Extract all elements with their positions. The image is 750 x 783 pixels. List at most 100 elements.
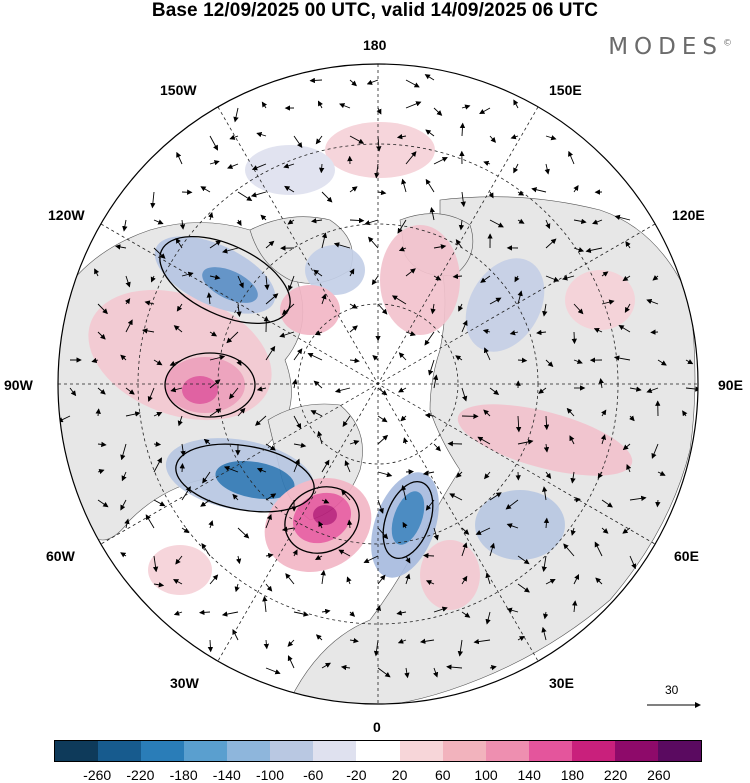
wind-vector (484, 347, 491, 361)
brand-logo: MODES© (608, 34, 732, 60)
wind-vector (181, 271, 194, 277)
wind-vector (562, 275, 575, 281)
wind-vector (153, 582, 165, 588)
wind-vector (208, 520, 214, 529)
wind-vector (314, 330, 323, 336)
lon-label-120w: 120W (48, 207, 85, 223)
wind-vector (173, 325, 183, 333)
wind-vector (376, 107, 382, 115)
wind-vector (377, 303, 388, 315)
wind-vector (279, 331, 295, 338)
wind-vector (593, 328, 603, 333)
wind-vector (349, 357, 360, 364)
wind-vector (264, 275, 270, 291)
wind-vector (545, 135, 557, 141)
wind-vector (97, 441, 107, 448)
wind-vector (256, 132, 267, 138)
wind-vector (506, 523, 519, 529)
wind-vector (544, 163, 550, 175)
wind-vector (281, 303, 295, 316)
wind-vector (489, 135, 496, 143)
wind-vector (287, 655, 295, 669)
wind-vector (517, 218, 525, 224)
colorbar-swatch (442, 741, 486, 761)
wind-vector (685, 359, 694, 365)
wind-vector (293, 611, 309, 617)
wind-vector (227, 163, 239, 169)
wind-vector (545, 471, 552, 479)
wind-vector (115, 244, 127, 250)
wind-vector (484, 471, 491, 480)
wind-vector (655, 499, 661, 508)
wind-vector (321, 498, 330, 504)
wind-vector (125, 319, 133, 333)
wind-vector (482, 328, 491, 335)
wind-vector (595, 577, 603, 585)
wind-vector (293, 135, 303, 149)
wind-vector (461, 319, 468, 333)
wind-vector (629, 555, 637, 570)
wind-vector (433, 443, 441, 452)
wind-vector (461, 542, 468, 557)
wind-vector (402, 521, 408, 529)
wind-vector (251, 163, 267, 171)
wind-vector (489, 297, 502, 305)
wind-vector (177, 415, 183, 427)
wind-vector (397, 219, 407, 234)
wind-vector (209, 354, 226, 361)
wind-vector (458, 303, 464, 312)
lon-label-30w: 30W (170, 675, 199, 691)
lon-label-0: 0 (373, 719, 381, 735)
wind-vector (152, 555, 159, 573)
wind-vector (398, 246, 407, 252)
wind-vector (479, 107, 491, 115)
wind-vector (91, 357, 99, 364)
wind-vector (313, 380, 323, 389)
wind-vector (461, 104, 471, 110)
wind-vector (125, 411, 141, 417)
colorbar-swatch (141, 741, 185, 761)
wind-vector (568, 150, 575, 165)
colorbar-swatch (184, 741, 228, 761)
wind-vector (120, 552, 127, 558)
colorbar-tick-label: -220 (126, 767, 155, 783)
wind-vector (545, 219, 551, 230)
wind-vector (573, 185, 579, 193)
colorbar-tick-label: 100 (474, 767, 498, 783)
lon-label-90e: 90E (718, 377, 743, 393)
wind-vector (287, 219, 295, 225)
wind-vector (313, 269, 323, 277)
wind-vector (180, 443, 186, 457)
wind-vector (69, 387, 77, 397)
wind-vector (150, 191, 156, 209)
wind-vector (396, 134, 407, 140)
wind-vector (457, 639, 464, 657)
pos-anomaly-top (325, 122, 435, 178)
wind-vector (377, 387, 388, 396)
wind-vector (622, 527, 631, 534)
wind-vector (315, 135, 323, 145)
wind-vector (203, 438, 211, 445)
wind-vector (429, 207, 435, 221)
wind-vector (397, 638, 407, 644)
wind-vector (543, 443, 550, 453)
wind-vector (284, 185, 295, 193)
wind-vector (321, 293, 327, 305)
wind-vector (265, 443, 276, 451)
wind-vector (153, 359, 163, 366)
colorbar-tick-label: 140 (517, 767, 541, 783)
wind-vector (572, 600, 578, 613)
wind-vector (285, 573, 295, 585)
wind-vector (293, 458, 300, 473)
wind-vector (473, 638, 491, 645)
wind-vector (169, 359, 183, 366)
wind-vector (344, 460, 351, 473)
colorbar-swatch (227, 741, 271, 761)
wind-vector (153, 457, 162, 473)
wind-vector (422, 470, 435, 476)
wind-vector (121, 471, 127, 482)
lon-label-90w: 90W (4, 377, 33, 393)
wind-vector (505, 499, 519, 510)
neg-anomaly-north (305, 245, 365, 295)
wind-vector (600, 434, 606, 445)
